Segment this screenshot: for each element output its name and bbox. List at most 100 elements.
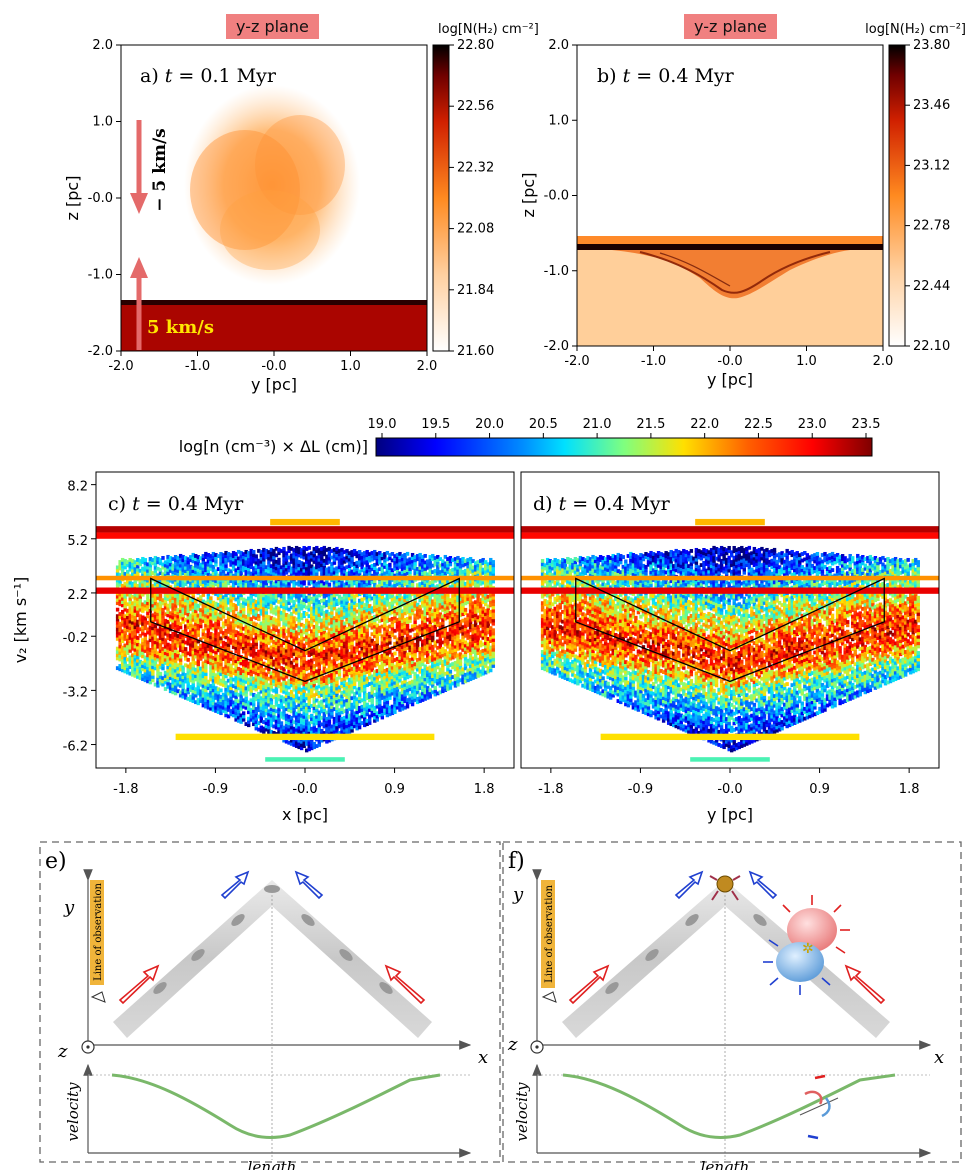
pv-cell [335,553,339,558]
pv-cell [264,662,269,667]
pv-cell [362,664,367,669]
pv-cell [284,694,289,699]
pv-cell [171,654,175,659]
pv-cell [163,648,168,652]
pv-cell [136,652,140,657]
pv-cell [398,551,402,556]
pv-cell [186,677,190,682]
pv-cell [375,571,379,576]
pv-cell [342,605,347,610]
pv-cell [262,726,266,731]
pv-cell [189,558,193,563]
pv-cell [259,637,264,642]
pv-cell [327,582,332,587]
pv-cell [189,607,193,611]
pv-cell [206,614,211,619]
pv-cell [247,664,251,669]
pv-cell [274,595,279,600]
pv-cell [357,550,362,554]
pv-cell [118,602,122,607]
pv-cell [241,685,246,690]
pv-cell [194,580,198,584]
pv-cell [176,650,180,655]
pv-cell [259,550,264,554]
pv-cell [244,663,248,668]
pv-cell [183,692,188,697]
pv-cell [274,689,279,694]
pv-cell [262,638,266,643]
pv-cell [214,663,218,668]
pv-cell [191,582,195,587]
pv-cell [305,729,309,733]
pv-cell [115,630,120,635]
pv-cell [352,630,357,635]
pv-cell [383,704,387,709]
pv-cell [297,566,301,571]
pv-cell [378,632,382,637]
pv-cell [156,664,160,669]
pv-cell [355,642,359,646]
pv-cell [378,693,382,698]
pv-cell [322,633,327,638]
pv-cell [322,584,327,589]
pv-cell [249,714,253,719]
pv-cell [226,555,231,560]
pv-cell [385,609,390,614]
pv-cell [257,604,261,609]
pv-cell [352,548,357,553]
pv-cell [289,611,294,616]
pv-cell [138,598,142,602]
pv-cell [380,689,385,694]
pv-cell [176,601,180,606]
pv-cell [398,561,402,566]
pv-cell [173,619,178,624]
pv-cell [327,550,332,555]
pv-cell [310,665,314,669]
pv-cell [337,617,342,622]
pv-cell [196,581,200,585]
pv-cell [267,689,271,694]
colorbar-tick-label: 22.56 [457,99,494,114]
pv-cell [269,547,274,552]
pv-cell [166,649,170,654]
pv-cell [277,726,281,731]
pv-cell [252,611,256,616]
pv-cell [131,643,135,648]
pv-cell [322,581,327,586]
pv-cell [214,559,218,564]
pv-cell [299,726,304,731]
pv-cell [241,604,246,608]
panel-a-shock-front [121,300,427,305]
pv-cell [229,572,233,577]
pv-cell [206,679,211,684]
pv-cell [120,596,125,601]
pv-cell [247,642,251,646]
pv-cell [151,619,155,624]
pv-cell [312,680,316,685]
pv-cell [138,614,142,619]
pv-cell [269,664,274,669]
pv-cell [151,600,155,605]
pv-cell [194,615,198,620]
pv-cell [264,610,269,615]
pv-cell [385,661,390,666]
pv-cell [254,629,258,633]
pv-cell [214,627,218,632]
pv-cell [373,614,377,619]
pv-cell [231,671,236,676]
pv-cell [355,593,359,598]
pv-cell [236,566,241,571]
pv-cell [244,579,248,584]
pv-cell [244,566,248,571]
pv-cell [373,624,377,629]
pv-cell [269,710,274,715]
pv-cell [158,613,163,618]
pv-cell [231,583,236,588]
pv-cell [315,604,319,609]
pv-cell [125,641,130,646]
pv-cell [191,591,195,596]
pv-cell [398,707,402,712]
pv-cell [342,660,347,665]
pv-cell [143,600,148,605]
pv-cell [141,556,145,561]
